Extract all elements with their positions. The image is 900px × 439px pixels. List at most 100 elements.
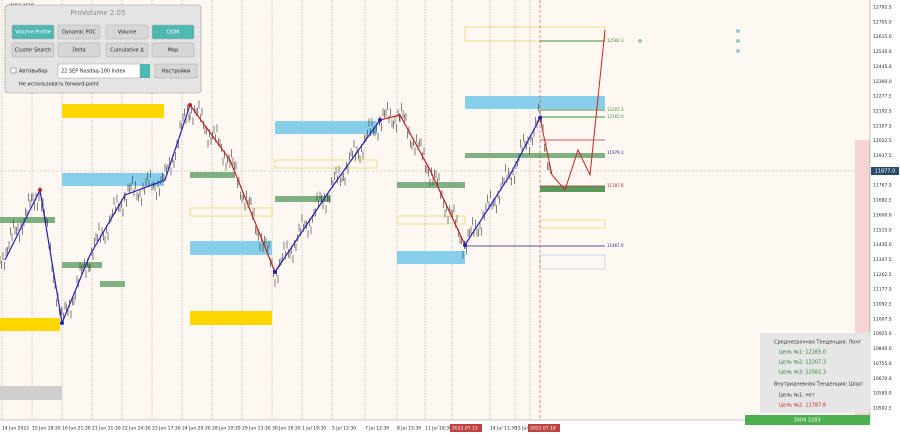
marker	[736, 39, 740, 43]
zone	[190, 172, 235, 178]
price-label: 11682.5	[873, 198, 892, 204]
panel-button[interactable]	[11, 42, 55, 58]
price-label: 10502.5	[873, 406, 892, 412]
panel-button[interactable]	[151, 24, 195, 40]
time-label: 7 Jul 12:30	[365, 426, 389, 432]
panel-button[interactable]	[151, 42, 195, 58]
time-label: 1 Jul 19:30	[302, 426, 326, 432]
price-label: 11767.5	[873, 183, 892, 189]
price-label: 12615.0	[873, 34, 892, 40]
level-label: 11787.8	[607, 183, 624, 188]
settings-label: Настройки	[162, 68, 190, 75]
panel-button-label: Map	[168, 48, 179, 54]
level-label: 11979.3	[607, 150, 624, 155]
time-label: 22 Jun 14:30	[122, 426, 151, 432]
footer-text: 3004 3283	[793, 418, 820, 424]
time-label: 8 Jul 15:30	[397, 426, 421, 432]
price-label: 12360.0	[873, 79, 892, 85]
zone	[465, 153, 605, 158]
price-label: 11515.0	[873, 227, 892, 233]
price-label: 11937.5	[873, 153, 892, 159]
zone	[190, 311, 272, 325]
panel-button[interactable]	[105, 24, 149, 40]
time-highlight	[450, 424, 482, 432]
price-label: 10840.0	[873, 346, 892, 352]
zone	[0, 217, 55, 223]
panel-button[interactable]	[11, 24, 55, 40]
checkbox[interactable]	[10, 67, 17, 74]
zone	[465, 96, 605, 109]
zigzag-up	[274, 119, 381, 273]
zigzag-up	[464, 117, 541, 246]
zone-outline	[396, 215, 466, 225]
price-label: 12277.5	[873, 94, 892, 100]
marker	[736, 49, 740, 53]
settings-button[interactable]	[154, 63, 198, 79]
zone	[62, 173, 164, 186]
info-line: Среднесрочная Тенденция: Лонг	[774, 340, 862, 346]
pivot	[273, 270, 277, 274]
panel-button-label: Cluster Search	[15, 48, 52, 54]
panel-title: ProVolume 2.05	[71, 9, 126, 17]
info-box	[760, 333, 870, 413]
price-label: 12792.5	[873, 5, 892, 11]
zone	[100, 281, 125, 287]
price-label: 12705.0	[873, 19, 892, 25]
forward-point: Не использовать forward-point	[19, 82, 99, 88]
price-label: 10670.0	[873, 376, 892, 382]
zone	[275, 196, 330, 202]
price-label: 11600.0	[873, 212, 892, 218]
time-label: 15 Jun 18:30	[32, 426, 61, 432]
pivot	[38, 188, 42, 192]
time-label: 14 Jun 2022	[2, 426, 29, 432]
info-line: Цель №2: 11787.8	[779, 403, 826, 409]
time-label: 14 Jul 11:30	[490, 426, 517, 432]
time-label: 29 Jun 13:30	[242, 426, 271, 432]
instrument: 22 SEP Nasdaq-100 Index	[61, 69, 125, 75]
info-line: Цель №2: 12207.3	[779, 360, 826, 366]
level-labels: 12582.3 12207.3 12165.0 11979.3 11787.8 11467…	[607, 38, 624, 248]
zone	[397, 251, 465, 264]
panel-button-label: DOM	[167, 30, 179, 36]
info-line: Внутридневная Тенденция: Шорт	[774, 382, 863, 388]
level-label: 11467.0	[607, 243, 624, 248]
time-label: 30 Jun 16:30	[272, 426, 301, 432]
pivot	[60, 321, 64, 325]
level-label: 12165.0	[607, 114, 624, 119]
level-label: 12207.3	[607, 107, 624, 112]
zone	[62, 262, 102, 268]
price-label: 10925.0	[873, 331, 892, 337]
price-label: 11177.5	[873, 287, 892, 293]
panel-button[interactable]	[57, 24, 101, 40]
zone	[0, 318, 60, 331]
pivot	[463, 243, 467, 247]
zone-outline	[274, 159, 378, 169]
select-arrow[interactable]	[140, 64, 150, 78]
marker	[736, 29, 740, 33]
time-label: 21 Jun 11:30	[92, 426, 121, 432]
pivot	[538, 116, 542, 120]
markers	[638, 29, 740, 53]
panel-button[interactable]	[57, 42, 101, 58]
price-label: 12192.5	[873, 108, 892, 114]
price-label: 11347.5	[873, 257, 892, 263]
zone	[190, 241, 272, 255]
auto-select-label: Автовыбор	[19, 69, 48, 75]
info-line: Цель №1: 12165.0	[779, 350, 826, 356]
price-label: 12445.0	[873, 64, 892, 70]
price-label: 12107.5	[873, 123, 892, 129]
panel-button-label: Cumulative Δ	[110, 48, 144, 54]
price-axis	[870, 0, 900, 420]
time-label: 2022.07.13	[452, 426, 478, 432]
forecast	[539, 29, 606, 191]
time-label: 23 Jun 17:30	[152, 426, 181, 432]
price-label: 10585.0	[873, 391, 892, 397]
panel-button[interactable]	[105, 42, 149, 58]
price-label: 11092.5	[873, 302, 892, 308]
zone	[62, 104, 164, 118]
time-label: 5 Jul 12:30	[332, 426, 356, 432]
info-line: Цель №3: 12582.3	[779, 370, 826, 376]
panel-button-label: Dynamic POC	[62, 30, 97, 36]
time-axis-labels: 14 Jun 2022 15 Jun 18:30 16 Jun 21:30 21 Ju…	[2, 424, 560, 432]
